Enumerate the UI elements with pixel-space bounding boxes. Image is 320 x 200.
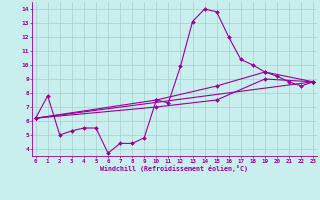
X-axis label: Windchill (Refroidissement éolien,°C): Windchill (Refroidissement éolien,°C) (100, 165, 248, 172)
